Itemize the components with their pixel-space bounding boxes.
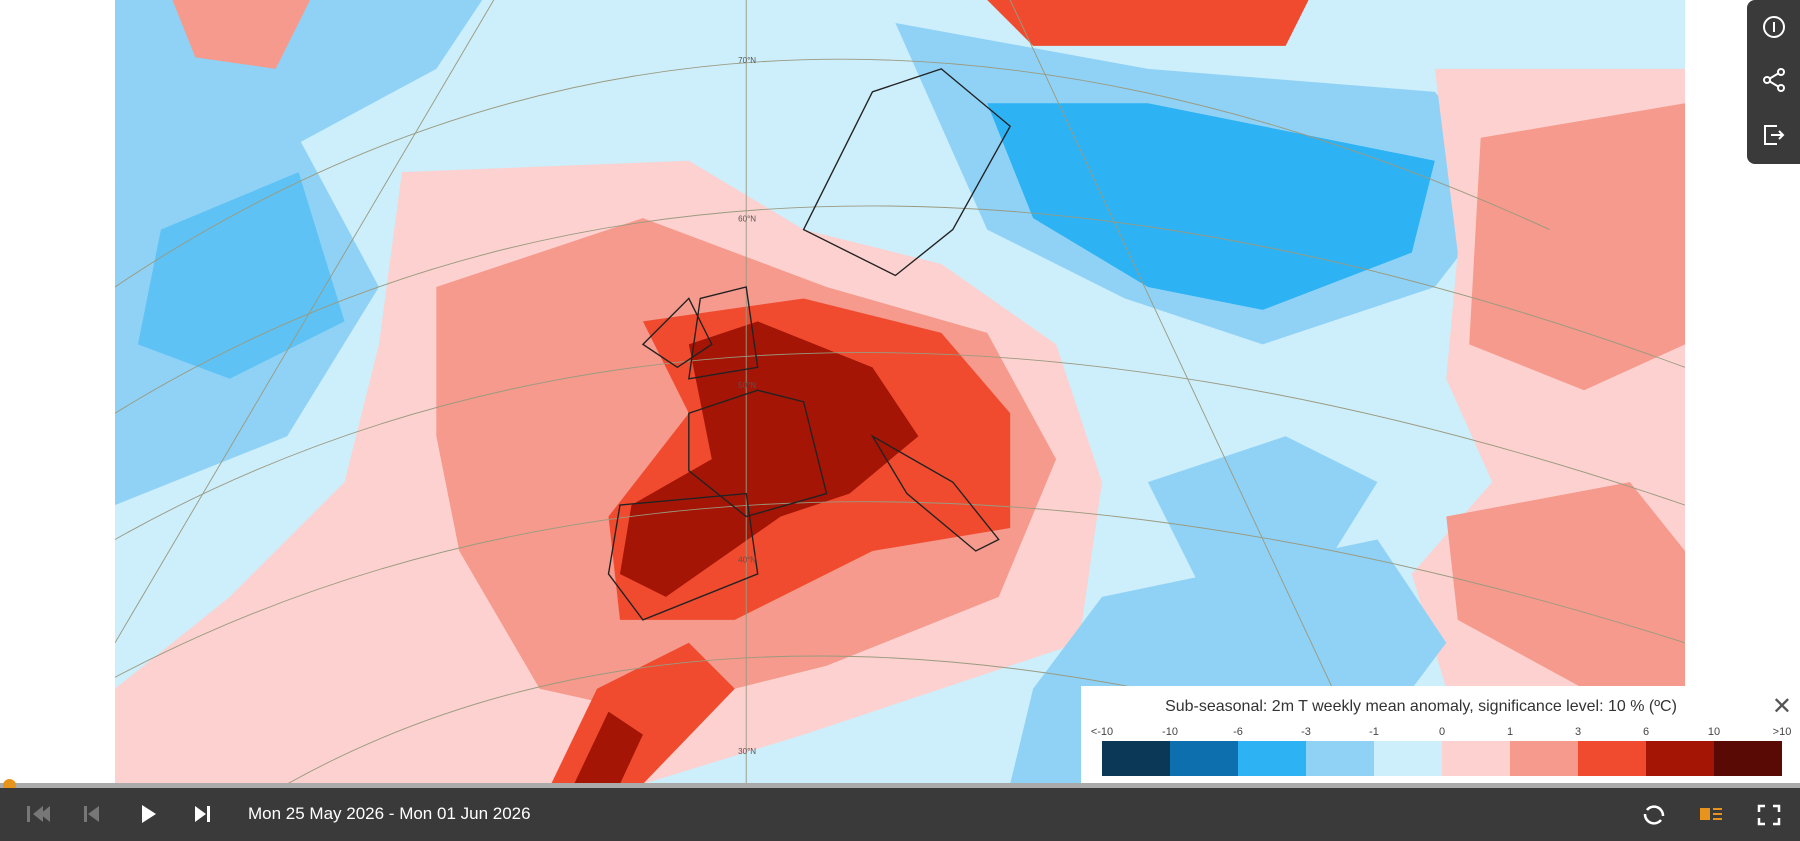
latitude-label: 60°N (738, 215, 756, 224)
legend-swatch (1238, 741, 1306, 776)
loop-button[interactable] (1643, 805, 1665, 825)
legend-label: <-10 (1091, 726, 1113, 738)
legend-label: -6 (1233, 726, 1243, 738)
legend-swatch (1102, 741, 1170, 776)
legend-swatch (1578, 741, 1646, 776)
legend-title: Sub-seasonal: 2m T weekly mean anomaly, … (1165, 698, 1677, 715)
prev-button[interactable] (84, 806, 87, 822)
player-controls (27, 804, 1781, 826)
fullscreen-button[interactable] (1757, 804, 1781, 826)
legend-swatch (1714, 741, 1782, 776)
side-toolbar (1747, 0, 1800, 164)
legend-scale: <-10 -10 -6 -3 -1 0 1 3 6 10 >10 (1091, 726, 1792, 776)
info-button[interactable] (1763, 16, 1785, 38)
date-range: Mon 25 May 2026 - Mon 01 Jun 2026 (248, 804, 531, 823)
legend-swatch (1646, 741, 1714, 776)
timeline-track[interactable] (0, 783, 1800, 788)
latitude-label: 30°N (738, 747, 756, 756)
side-icons (1763, 16, 1785, 145)
latitude-label: 40°N (738, 555, 756, 564)
legend-label: 3 (1575, 726, 1581, 738)
close-button[interactable]: ✕ (1771, 693, 1792, 720)
legend-swatch (1442, 741, 1510, 776)
legend-label: 0 (1439, 726, 1445, 738)
legend-label: 6 (1643, 726, 1649, 738)
next-button[interactable] (195, 806, 206, 822)
anomaly-map[interactable]: 70°N 60°N 50°N 40°N 30°N (115, 0, 1685, 784)
legend-label: 10 (1708, 726, 1720, 738)
latitude-label: 70°N (738, 56, 756, 65)
first-button[interactable] (27, 806, 30, 822)
play-button[interactable] (142, 805, 156, 823)
latitude-label: 50°N (738, 381, 756, 390)
legend-swatch (1306, 741, 1374, 776)
legend-swatch (1170, 741, 1238, 776)
legend-swatch (1510, 741, 1578, 776)
legend-label: -10 (1162, 726, 1178, 738)
layers-button[interactable] (1700, 808, 1722, 820)
legend-label: -3 (1301, 726, 1311, 738)
legend-swatch (1374, 741, 1442, 776)
legend-label: 1 (1507, 726, 1513, 738)
legend-label: -1 (1369, 726, 1379, 738)
legend-label: >10 (1773, 726, 1792, 738)
export-button[interactable] (1764, 125, 1785, 145)
share-button[interactable] (1763, 68, 1785, 92)
player-bar: Mon 25 May 2026 - Mon 01 Jun 2026 (0, 788, 1800, 841)
legend-panel: Sub-seasonal: 2m T weekly mean anomaly, … (1081, 686, 1800, 784)
